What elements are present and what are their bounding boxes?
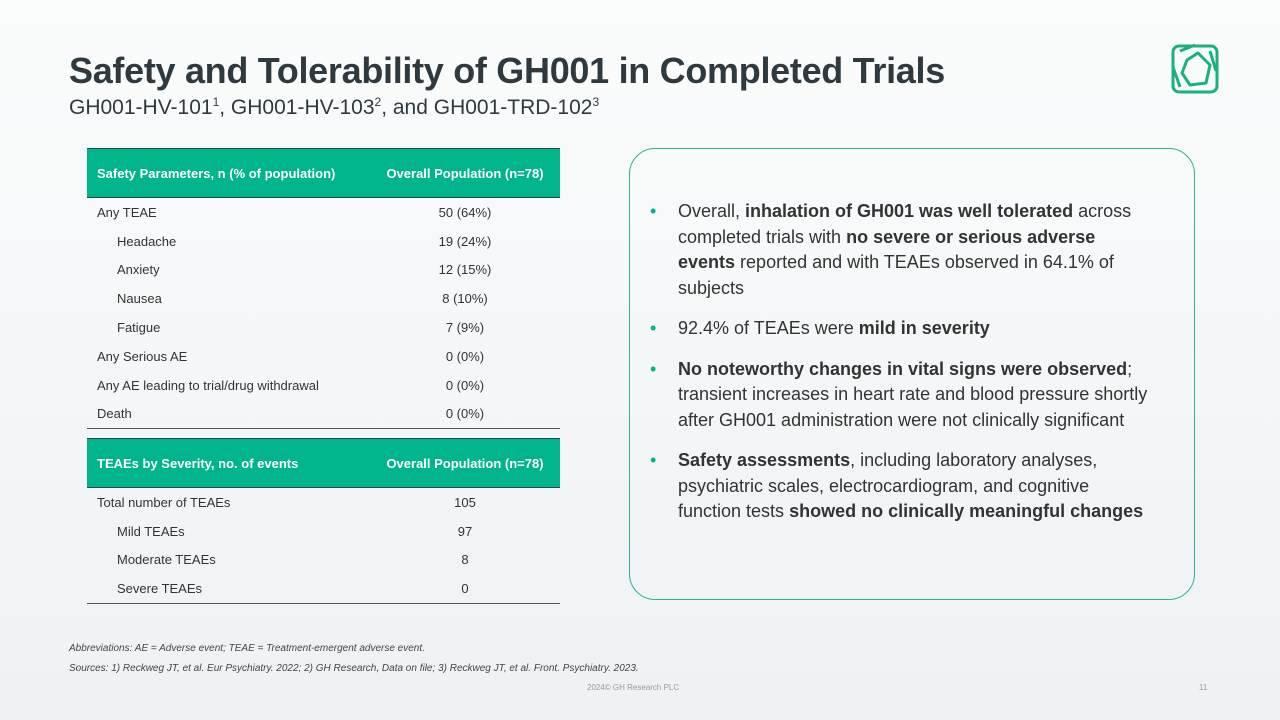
value-cell: 8 (10%) — [442, 291, 488, 307]
label-cell: Any Serious AE — [97, 348, 188, 364]
table-row: Headache 19 (24%) — [87, 227, 560, 256]
label-cell: Nausea — [117, 291, 162, 307]
ref-3: 3 — [592, 95, 600, 109]
finding-bullet: Safety assessments, including laboratory… — [650, 448, 1154, 525]
table-row: Mild TEAEs 97 — [87, 517, 560, 546]
emphasis-text: showed no clinically meaningful changes — [789, 501, 1144, 521]
abbreviations-note: Abbreviations: AE = Adverse event; TEAE … — [69, 643, 425, 654]
value-cell: 19 (24%) — [438, 233, 492, 249]
value-cell: 97 — [457, 523, 473, 539]
table-row: Nausea 8 (10%) — [87, 284, 560, 313]
header-severity: TEAEs by Severity, no. of events — [87, 438, 370, 488]
label-cell: Mild TEAEs — [117, 523, 185, 539]
emphasis-text: inhalation of GH001 was well tolerated — [745, 201, 1074, 221]
page-subtitle: GH001-HV-1011, GH001-HV-1032, and GH001-… — [69, 95, 599, 120]
sources-note: Sources: 1) Reckweg JT, et al. Eur Psych… — [69, 663, 639, 674]
emphasis-text: Safety assessments — [678, 450, 851, 470]
label-cell: Headache — [117, 233, 177, 249]
label-cell: Anxiety — [117, 262, 160, 278]
header-population: Overall Population (n=78) — [370, 438, 560, 488]
ref-2: 2 — [374, 95, 382, 109]
label-cell: Fatigue — [117, 320, 161, 336]
table-row: Total number of TEAEs 105 — [87, 488, 560, 517]
body-text: Overall, — [678, 201, 746, 221]
value-cell: 0 (0%) — [445, 377, 485, 393]
value-cell: 0 — [370, 574, 560, 605]
body-text: ; transient increases in heart rate and … — [678, 358, 1148, 430]
body-text: 92.4% of TEAEs were — [678, 318, 859, 338]
body-text: , including laboratory analyses, psychia… — [678, 450, 1098, 521]
safety-parameters-table: Safety Parameters, n (% of population) Ov… — [87, 148, 560, 430]
value-cell: 0 (0%) — [445, 348, 485, 364]
teae-severity-table: TEAEs by Severity, no. of events Overall … — [87, 438, 560, 605]
copyright: 2024© GH Research PLC — [587, 683, 680, 692]
table-row: Any AE leading to trial/drug withdrawal 0… — [87, 371, 560, 400]
value-cell: 8 — [461, 552, 469, 568]
page-number: 11 — [1199, 683, 1208, 692]
header-parameter: Safety Parameters, n (% of population) — [87, 148, 370, 198]
label-cell: Moderate TEAEs — [117, 552, 216, 568]
value-cell: 12 (15%) — [438, 262, 492, 278]
ref-1: 1 — [212, 95, 220, 109]
subtitle-trial-2: , GH001-HV-103 — [219, 96, 375, 119]
table-row: Any TEAE 50 (64%) — [87, 198, 560, 227]
value-cell: 7 (9%) — [445, 320, 485, 336]
table-row: Fatigue 7 (9%) — [87, 313, 560, 342]
table-row: Anxiety 12 (15%) — [87, 256, 560, 285]
label-cell: Death — [87, 399, 370, 430]
label-cell: Any AE leading to trial/drug withdrawal — [97, 377, 319, 393]
subtitle-trial-1: GH001-HV-101 — [69, 96, 213, 119]
emphasis-text: no severe or serious adverse events — [678, 226, 1096, 273]
key-findings-box: Overall, inhalation of GH001 was well to… — [629, 148, 1195, 600]
subtitle-trial-3: , and GH001-TRD-102 — [381, 96, 593, 119]
finding-bullet: Overall, inhalation of GH001 was well to… — [650, 199, 1154, 301]
label-cell: Any TEAE — [97, 204, 157, 220]
table-row: Any Serious AE 0 (0%) — [87, 342, 560, 371]
table-row: Severe TEAEs 0 — [87, 574, 560, 605]
emphasis-text: mild in severity — [858, 318, 990, 338]
value-cell: 105 — [454, 494, 476, 510]
page-title: Safety and Tolerability of GH001 in Comp… — [69, 50, 945, 91]
value-cell: 0 (0%) — [370, 399, 560, 430]
label-cell: Total number of TEAEs — [97, 494, 231, 510]
finding-bullet: 92.4% of TEAEs were mild in severity — [650, 316, 1154, 342]
value-cell: 50 (64%) — [438, 204, 492, 220]
emphasis-text: No noteworthy changes in vital signs wer… — [678, 358, 1128, 379]
gh-research-logo-icon — [1171, 43, 1219, 94]
header-population: Overall Population (n=78) — [370, 148, 560, 198]
finding-bullet: No noteworthy changes in vital signs wer… — [650, 357, 1154, 434]
label-cell: Severe TEAEs — [87, 574, 370, 605]
table-row: Moderate TEAEs 8 — [87, 546, 560, 575]
table-row: Death 0 (0%) — [87, 399, 560, 430]
body-text: reported and with TEAEs observed in 64.1… — [678, 252, 1114, 298]
body-text: across completed trials with — [678, 201, 1132, 247]
